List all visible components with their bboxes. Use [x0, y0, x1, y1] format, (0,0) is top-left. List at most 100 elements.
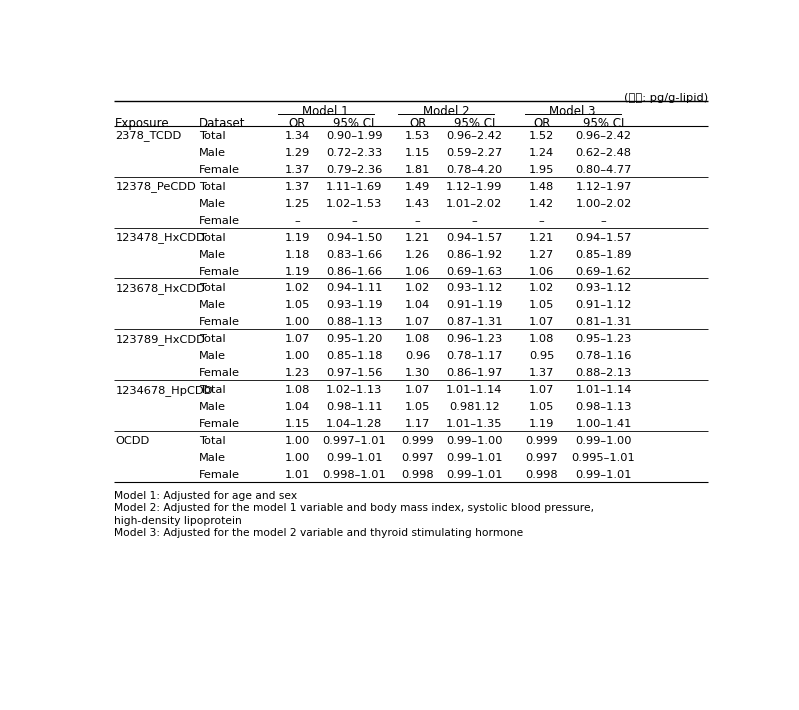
- Text: 1.43: 1.43: [405, 199, 430, 209]
- Text: 1.05: 1.05: [405, 402, 431, 412]
- Text: 0.999: 0.999: [525, 436, 558, 446]
- Text: 1.21: 1.21: [529, 233, 555, 243]
- Text: 0.96: 0.96: [405, 351, 430, 361]
- Text: 1.37: 1.37: [284, 165, 310, 175]
- Text: 1.01–1.35: 1.01–1.35: [446, 419, 503, 429]
- Text: 0.998–1.01: 0.998–1.01: [322, 470, 386, 480]
- Text: 1.08: 1.08: [284, 385, 310, 395]
- Text: 0.69–1.63: 0.69–1.63: [446, 266, 503, 276]
- Text: 1.15: 1.15: [405, 148, 431, 158]
- Text: 1.02–1.13: 1.02–1.13: [326, 385, 382, 395]
- Text: 1.19: 1.19: [284, 233, 310, 243]
- Text: 1.25: 1.25: [285, 199, 310, 209]
- Text: 1.19: 1.19: [529, 419, 555, 429]
- Text: 1.02: 1.02: [405, 283, 430, 293]
- Text: 0.91–1.19: 0.91–1.19: [446, 300, 503, 310]
- Text: OR: OR: [288, 116, 306, 130]
- Text: 0.998: 0.998: [525, 470, 558, 480]
- Text: 0.995–1.01: 0.995–1.01: [572, 453, 635, 463]
- Text: 1.02: 1.02: [285, 283, 310, 293]
- Text: 0.91–1.12: 0.91–1.12: [575, 300, 632, 310]
- Text: 0.93–1.12: 0.93–1.12: [446, 283, 503, 293]
- Text: 1.23: 1.23: [285, 368, 310, 378]
- Text: 1.00: 1.00: [284, 351, 310, 361]
- Text: 1.07: 1.07: [284, 334, 310, 344]
- Text: 1.00: 1.00: [284, 436, 310, 446]
- Text: 1.08: 1.08: [529, 334, 555, 344]
- Text: –: –: [539, 216, 544, 226]
- Text: 1.95: 1.95: [529, 165, 555, 175]
- Text: 0.997: 0.997: [401, 453, 434, 463]
- Text: 1.01–1.14: 1.01–1.14: [446, 385, 503, 395]
- Text: –: –: [415, 216, 420, 226]
- Text: 0.98–1.11: 0.98–1.11: [326, 402, 383, 412]
- Text: 0.94–1.57: 0.94–1.57: [446, 233, 503, 243]
- Text: 0.78–1.16: 0.78–1.16: [575, 351, 632, 361]
- Text: –: –: [295, 216, 300, 226]
- Text: 0.99–1.00: 0.99–1.00: [446, 436, 503, 446]
- Text: 0.94–1.11: 0.94–1.11: [326, 283, 382, 293]
- Text: Total: Total: [199, 283, 225, 293]
- Text: Total: Total: [199, 233, 225, 243]
- Text: –: –: [601, 216, 606, 226]
- Text: 0.997: 0.997: [525, 453, 558, 463]
- Text: 0.86–1.92: 0.86–1.92: [446, 250, 503, 260]
- Text: 0.95–1.20: 0.95–1.20: [326, 334, 382, 344]
- Text: 0.99–1.01: 0.99–1.01: [446, 453, 503, 463]
- Text: 1.02: 1.02: [529, 283, 555, 293]
- Text: 1.52: 1.52: [529, 131, 555, 141]
- Text: 1.01: 1.01: [284, 470, 310, 480]
- Text: 1.37: 1.37: [529, 368, 555, 378]
- Text: 1.05: 1.05: [529, 300, 555, 310]
- Text: 1.05: 1.05: [529, 402, 555, 412]
- Text: 1.19: 1.19: [284, 266, 310, 276]
- Text: 0.78–4.20: 0.78–4.20: [446, 165, 503, 175]
- Text: 0.80–4.77: 0.80–4.77: [575, 165, 632, 175]
- Text: 0.981.12: 0.981.12: [449, 402, 499, 412]
- Text: 1.11–1.69: 1.11–1.69: [326, 182, 382, 192]
- Text: (단위: pg/g-lipid): (단위: pg/g-lipid): [624, 93, 708, 103]
- Text: OR: OR: [409, 116, 427, 130]
- Text: 1.48: 1.48: [529, 182, 555, 192]
- Text: 1234678_HpCDD: 1234678_HpCDD: [115, 385, 213, 395]
- Text: Male: Male: [199, 300, 226, 310]
- Text: Total: Total: [199, 334, 225, 344]
- Text: 0.83–1.66: 0.83–1.66: [326, 250, 382, 260]
- Text: 0.997–1.01: 0.997–1.01: [322, 436, 386, 446]
- Text: 0.98–1.13: 0.98–1.13: [575, 402, 632, 412]
- Text: 0.999: 0.999: [401, 436, 434, 446]
- Text: 0.69–1.62: 0.69–1.62: [575, 266, 632, 276]
- Text: Dataset: Dataset: [199, 116, 245, 130]
- Text: 1.01–2.02: 1.01–2.02: [446, 199, 503, 209]
- Text: 0.95: 0.95: [529, 351, 555, 361]
- Text: 0.90–1.99: 0.90–1.99: [326, 131, 383, 141]
- Text: 0.93–1.19: 0.93–1.19: [326, 300, 383, 310]
- Text: 0.85–1.89: 0.85–1.89: [575, 250, 632, 260]
- Text: 0.88–1.13: 0.88–1.13: [326, 317, 383, 327]
- Text: 0.62–2.48: 0.62–2.48: [575, 148, 632, 158]
- Text: 0.94–1.50: 0.94–1.50: [326, 233, 382, 243]
- Text: 0.59–2.27: 0.59–2.27: [446, 148, 503, 158]
- Text: OR: OR: [533, 116, 551, 130]
- Text: 1.42: 1.42: [529, 199, 555, 209]
- Text: Female: Female: [199, 317, 240, 327]
- Text: 0.99–1.00: 0.99–1.00: [575, 436, 632, 446]
- Text: Total: Total: [199, 182, 225, 192]
- Text: 0.78–1.17: 0.78–1.17: [446, 351, 503, 361]
- Text: 1.00–2.02: 1.00–2.02: [575, 199, 632, 209]
- Text: 1.07: 1.07: [405, 385, 431, 395]
- Text: 1.30: 1.30: [405, 368, 431, 378]
- Text: 1.27: 1.27: [529, 250, 555, 260]
- Text: 1.81: 1.81: [405, 165, 431, 175]
- Text: Exposure: Exposure: [115, 116, 170, 130]
- Text: 0.85–1.18: 0.85–1.18: [326, 351, 383, 361]
- Text: 1.00: 1.00: [284, 453, 310, 463]
- Text: 1.06: 1.06: [529, 266, 555, 276]
- Text: 0.88–2.13: 0.88–2.13: [575, 368, 632, 378]
- Text: 95% CI: 95% CI: [454, 116, 495, 130]
- Text: 1.37: 1.37: [284, 182, 310, 192]
- Text: Female: Female: [199, 470, 240, 480]
- Text: 0.99–1.01: 0.99–1.01: [326, 453, 383, 463]
- Text: 1.07: 1.07: [529, 385, 555, 395]
- Text: Male: Male: [199, 250, 226, 260]
